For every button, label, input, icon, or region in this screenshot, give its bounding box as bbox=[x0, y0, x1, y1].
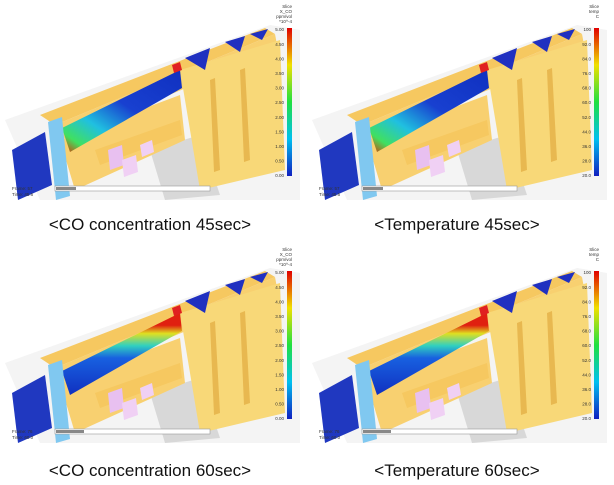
colorbar-label: 5.00 bbox=[275, 27, 284, 32]
colorbar-label: 84.0 bbox=[582, 299, 591, 304]
colorbar-label: 0.50 bbox=[275, 402, 284, 407]
colorbar bbox=[287, 271, 292, 419]
colorbar bbox=[594, 28, 599, 176]
frame-label: Frame: 76 bbox=[319, 429, 340, 434]
time-label: Time: 45.6 bbox=[319, 192, 341, 197]
progress-track bbox=[362, 186, 517, 191]
colorbar-label: 4.50 bbox=[275, 285, 284, 290]
colorbar-label: 1.00 bbox=[275, 144, 284, 149]
caption: <CO concentration 45sec> bbox=[49, 215, 251, 234]
colorbar-label: 28.0 bbox=[582, 402, 591, 407]
colorbar-label: 76.0 bbox=[582, 314, 591, 319]
colorbar-label: 60.0 bbox=[582, 100, 591, 105]
progress-fill bbox=[56, 187, 76, 190]
time-label: Time: 60.0 bbox=[319, 435, 341, 440]
colorbar-label: 2.00 bbox=[275, 115, 284, 120]
panel: SlicetempC10092.084.076.068.060.052.044.… bbox=[312, 4, 607, 234]
progress-fill bbox=[56, 430, 84, 433]
colorbar-label: 60.0 bbox=[582, 343, 591, 348]
caption: <Temperature 60sec> bbox=[374, 461, 539, 480]
colorbar-label: 100 bbox=[583, 27, 591, 32]
colorbar-label: 100 bbox=[583, 270, 591, 275]
colorbar-label: 0.00 bbox=[275, 173, 284, 178]
colorbar-label: 44.0 bbox=[582, 372, 591, 377]
colorbar-label: 2.00 bbox=[275, 358, 284, 363]
colorbar-label: 20.0 bbox=[582, 416, 591, 421]
scene bbox=[5, 25, 300, 200]
colorbar-label: 1.50 bbox=[275, 129, 284, 134]
colorbar-header: *10^-4 bbox=[279, 19, 292, 24]
colorbar-label: 44.0 bbox=[582, 129, 591, 134]
colorbar-label: 92.0 bbox=[582, 285, 591, 290]
colorbar-label: 2.50 bbox=[275, 343, 284, 348]
figure: SliceX_COppm/vol*10^-45.004.504.003.503.… bbox=[0, 0, 614, 485]
colorbar-header: C bbox=[596, 257, 600, 262]
progress-fill bbox=[363, 187, 383, 190]
caption: <CO concentration 60sec> bbox=[49, 461, 251, 480]
colorbar-label: 4.50 bbox=[275, 42, 284, 47]
progress-fill bbox=[363, 430, 391, 433]
colorbar-label: 52.0 bbox=[582, 115, 591, 120]
colorbar-label: 5.00 bbox=[275, 270, 284, 275]
colorbar bbox=[287, 28, 292, 176]
caption: <Temperature 45sec> bbox=[374, 215, 539, 234]
scene bbox=[5, 268, 300, 443]
scene bbox=[312, 25, 607, 200]
colorbar-label: 36.0 bbox=[582, 387, 591, 392]
colorbar-label: 36.0 bbox=[582, 144, 591, 149]
colorbar-label: 0.00 bbox=[275, 416, 284, 421]
colorbar-label: 3.00 bbox=[275, 329, 284, 334]
panel: SliceX_COppm/vol*10^-45.004.504.003.503.… bbox=[5, 4, 300, 234]
colorbar-label: 76.0 bbox=[582, 71, 591, 76]
colorbar-header: *10^-4 bbox=[279, 262, 292, 267]
colorbar-label: 4.00 bbox=[275, 299, 284, 304]
frame-label: Frame: 57 bbox=[319, 186, 340, 191]
frame-label: Frame: 57 bbox=[12, 186, 33, 191]
colorbar-label: 4.00 bbox=[275, 56, 284, 61]
colorbar-label: 3.50 bbox=[275, 71, 284, 76]
panel: SliceX_COppm/vol*10^-45.004.504.003.503.… bbox=[5, 247, 300, 480]
colorbar-header: C bbox=[596, 14, 600, 19]
colorbar-label: 1.50 bbox=[275, 372, 284, 377]
progress-track bbox=[55, 186, 210, 191]
colorbar-label: 20.0 bbox=[582, 173, 591, 178]
panel: SlicetempC10092.084.076.068.060.052.044.… bbox=[312, 247, 607, 480]
time-label: Time: 45.6 bbox=[12, 192, 34, 197]
colorbar-label: 2.50 bbox=[275, 100, 284, 105]
colorbar-label: 3.50 bbox=[275, 314, 284, 319]
colorbar-label: 52.0 bbox=[582, 358, 591, 363]
colorbar-label: 0.50 bbox=[275, 159, 284, 164]
colorbar bbox=[594, 271, 599, 419]
colorbar-label: 3.00 bbox=[275, 86, 284, 91]
colorbar-label: 28.0 bbox=[582, 159, 591, 164]
colorbar-label: 68.0 bbox=[582, 329, 591, 334]
scene bbox=[312, 268, 607, 443]
time-label: Time: 60.0 bbox=[12, 435, 34, 440]
colorbar-label: 84.0 bbox=[582, 56, 591, 61]
frame-label: Frame: 76 bbox=[12, 429, 33, 434]
colorbar-label: 1.00 bbox=[275, 387, 284, 392]
colorbar-label: 68.0 bbox=[582, 86, 591, 91]
colorbar-label: 92.0 bbox=[582, 42, 591, 47]
